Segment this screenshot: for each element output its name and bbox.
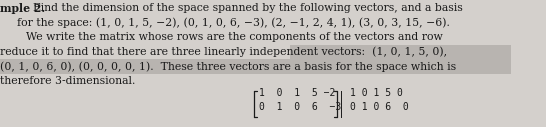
Text: mple 2.: mple 2. [0, 3, 45, 14]
Text: Find the dimension of the space spanned by the following vectors, and a basis: Find the dimension of the space spanned … [26, 3, 463, 13]
Bar [0, 59, 511, 74]
Text: 1 0 1 5 0: 1 0 1 5 0 [350, 89, 403, 99]
Text: 0  1  0  6  −3: 0 1 0 6 −3 [259, 102, 341, 112]
Text: 0 1 0 6  0: 0 1 0 6 0 [350, 102, 408, 112]
Bar [290, 44, 511, 59]
Text: 1  0  1  5 −2: 1 0 1 5 −2 [259, 89, 335, 99]
Text: (0, 1, 0, 6, 0), (0, 0, 0, 0, 1).  These three vectors are a basis for the space: (0, 1, 0, 6, 0), (0, 0, 0, 0, 1). These … [0, 61, 456, 72]
Text: reduce it to find that there are three linearly independent vectors:  (1, 0, 1, : reduce it to find that there are three l… [0, 46, 447, 57]
Text: We write the matrix whose rows are the components of the vectors and row: We write the matrix whose rows are the c… [26, 32, 443, 42]
Text: therefore 3-dimensional.: therefore 3-dimensional. [0, 75, 135, 85]
Text: for the space: (1, 0, 1, 5, −2), (0, 1, 0, 6, −3), (2, −1, 2, 4, 1), (3, 0, 3, 1: for the space: (1, 0, 1, 5, −2), (0, 1, … [17, 18, 450, 28]
